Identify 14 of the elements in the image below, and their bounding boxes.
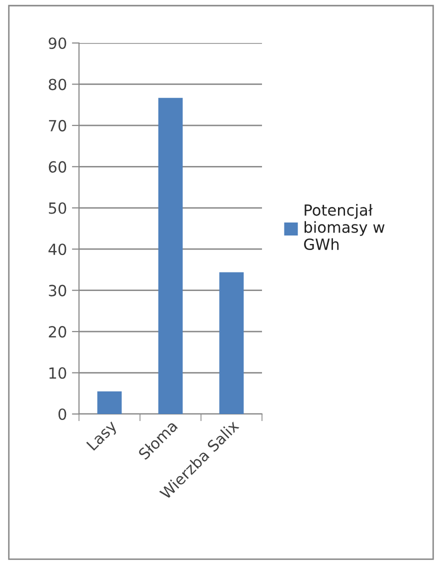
- legend-label: Potencjał biomasy w GWh: [304, 204, 384, 250]
- y-tick-label: 0: [58, 408, 66, 420]
- y-tick-label: 70: [49, 120, 66, 132]
- y-tick-label: 90: [48, 37, 66, 50]
- y-tick-label: 60: [48, 161, 66, 173]
- bar: [158, 98, 183, 414]
- bar: [97, 391, 122, 414]
- bar: [219, 272, 244, 414]
- y-tick-label: 40: [48, 244, 66, 256]
- y-tick-label: 80: [48, 78, 66, 90]
- y-tick-label: 30: [48, 284, 66, 296]
- y-tick-label: 10: [49, 367, 66, 379]
- y-tick-label: 50: [48, 202, 66, 214]
- y-tick-label: 20: [48, 326, 66, 338]
